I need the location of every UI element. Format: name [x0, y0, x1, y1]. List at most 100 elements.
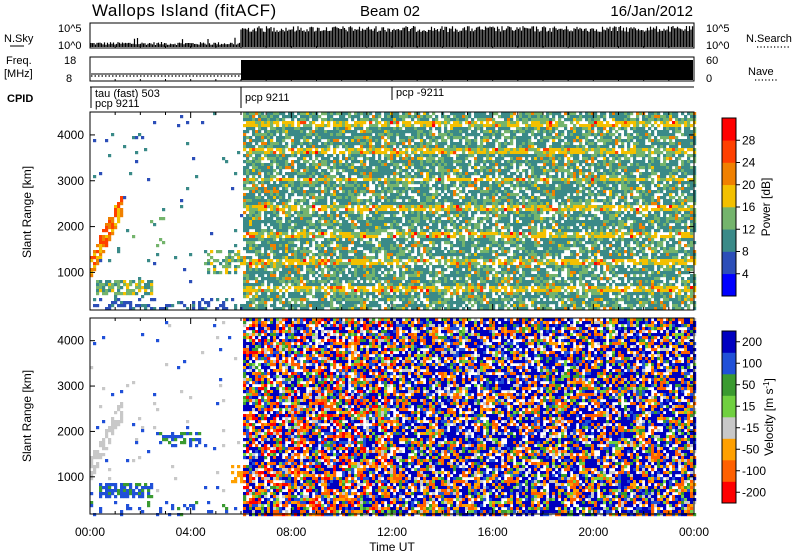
power-cell	[423, 139, 427, 143]
power-cell	[468, 178, 472, 182]
power-cell	[357, 211, 361, 215]
power-cell	[423, 214, 427, 218]
power-cell	[294, 271, 298, 275]
power-cell	[351, 274, 355, 278]
power-cell	[420, 241, 424, 245]
power-cell	[339, 133, 343, 137]
power-cell	[321, 292, 325, 296]
power-cell	[270, 202, 274, 206]
power-cell	[246, 304, 250, 308]
power-cell	[348, 154, 352, 158]
power-cell	[117, 280, 121, 284]
power-cell	[231, 187, 235, 191]
power-cell	[354, 298, 358, 302]
power-cell	[273, 238, 277, 242]
power-cell	[243, 160, 247, 164]
power-cell	[117, 205, 121, 209]
power-cell	[489, 202, 493, 206]
power-cell	[411, 277, 415, 281]
power-cell	[282, 307, 286, 311]
power-cell	[312, 181, 316, 185]
power-cell	[153, 223, 157, 227]
power-cell	[414, 295, 418, 299]
power-cell	[387, 271, 391, 275]
power-cell	[300, 205, 304, 209]
power-cell	[315, 202, 319, 206]
power-cell	[357, 175, 361, 179]
power-cell	[492, 298, 496, 302]
power-cell	[366, 130, 370, 134]
power-cell	[273, 307, 277, 311]
power-cell	[99, 289, 103, 293]
power-cell	[465, 247, 469, 251]
power-cell	[339, 292, 343, 296]
power-cell	[444, 118, 448, 122]
power-cell	[396, 166, 400, 170]
power-cell	[333, 238, 337, 242]
power-cell	[372, 247, 376, 251]
power-cell	[354, 259, 358, 263]
power-cell	[447, 211, 451, 215]
power-cell	[444, 157, 448, 161]
power-cell	[252, 214, 256, 218]
power-cell	[252, 148, 256, 152]
power-cell	[489, 292, 493, 296]
power-cell	[402, 238, 406, 242]
power-cell	[444, 220, 448, 224]
power-cell	[429, 154, 433, 158]
power-cell	[258, 145, 262, 149]
power-cell	[339, 115, 343, 119]
power-cell	[453, 160, 457, 164]
power-cell	[501, 142, 505, 146]
power-cell	[435, 295, 439, 299]
power-cell	[390, 286, 394, 290]
power-cell	[402, 145, 406, 149]
power-cell	[432, 151, 436, 155]
power-cell	[471, 145, 475, 149]
power-cell	[345, 301, 349, 305]
power-cell	[333, 295, 337, 299]
power-cell	[327, 136, 331, 140]
power-cell	[291, 292, 295, 296]
power-cell	[426, 286, 430, 290]
power-cell	[300, 226, 304, 230]
power-cell	[258, 154, 262, 158]
power-cell	[270, 169, 274, 173]
power-cell	[303, 160, 307, 164]
power-cell	[450, 124, 454, 128]
power-cell	[312, 175, 316, 179]
power-cell	[327, 238, 331, 242]
power-cell	[282, 193, 286, 197]
power-cell	[471, 130, 475, 134]
power-cell	[114, 295, 118, 299]
power-cell	[483, 229, 487, 233]
power-cell	[474, 151, 478, 155]
power-cell	[390, 223, 394, 227]
power-cell	[486, 202, 490, 206]
power-cell	[357, 190, 361, 194]
power-cell	[258, 187, 262, 191]
power-cell	[279, 133, 283, 137]
power-cell	[468, 271, 472, 275]
power-cell	[243, 124, 247, 128]
power-cell	[270, 187, 274, 191]
power-cell	[492, 241, 496, 245]
power-cell	[264, 292, 268, 296]
power-cell	[396, 142, 400, 146]
power-cell	[450, 265, 454, 269]
power-cell	[396, 115, 400, 119]
power-cell	[363, 277, 367, 281]
power-cell	[363, 301, 367, 305]
power-cell	[480, 112, 484, 116]
power-cell	[420, 175, 424, 179]
power-cell	[387, 211, 391, 215]
power-cell	[456, 136, 460, 140]
power-cell	[366, 151, 370, 155]
power-cell	[411, 160, 415, 164]
power-cell	[273, 271, 277, 275]
power-cell	[501, 238, 505, 242]
power-cell	[246, 217, 250, 221]
power-cell	[318, 178, 322, 182]
power-cell	[501, 148, 505, 152]
power-cell	[117, 217, 121, 221]
